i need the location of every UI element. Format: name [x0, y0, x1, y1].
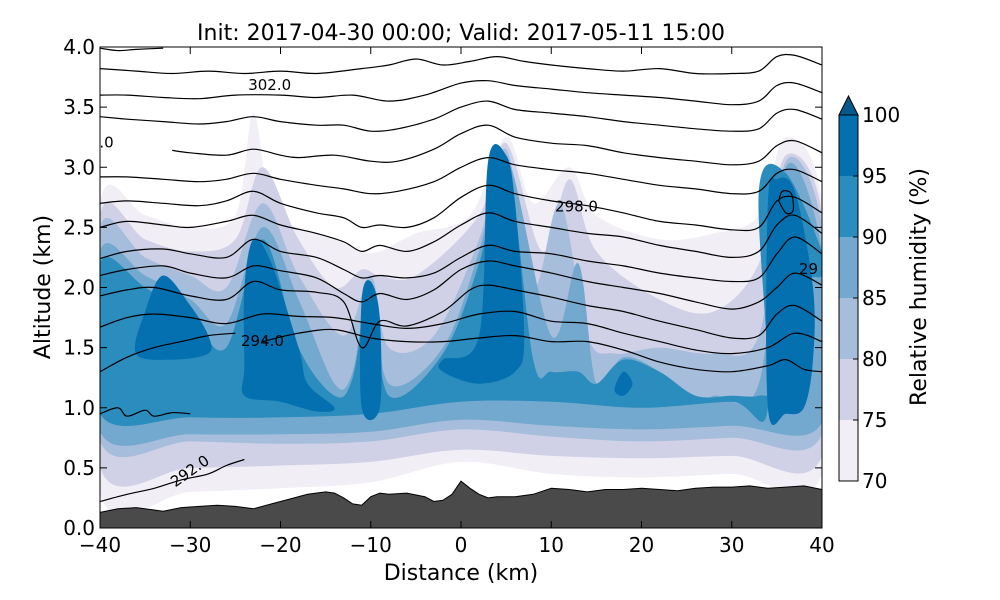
- x-tick-label: 0: [455, 533, 468, 557]
- y-axis-ticks: 0.0 0.5 1.0 1.5 2.0 2.5 3.0 3.5 4.0: [63, 35, 822, 540]
- colorbar-tick-label: 95: [862, 164, 887, 188]
- theta-contour-line: [100, 332, 236, 373]
- colorbar-tick-label: 80: [862, 347, 887, 371]
- colorbar-segment: [839, 359, 858, 420]
- theta-contour-line: [100, 260, 822, 310]
- chart-title: Init: 2017-04-30 00:00; Valid: 2017-05-1…: [197, 21, 725, 46]
- colorbar-segment: [839, 237, 858, 298]
- contour-label: 0.0: [90, 134, 114, 152]
- x-axis-ticks: −40 −30 −20 −10 0 10 20 30 40: [79, 47, 835, 557]
- colorbar-segment: [839, 298, 858, 359]
- theta-contour-line: [100, 53, 822, 75]
- colorbar-tick-label: 75: [862, 408, 887, 432]
- y-tick-label: 3.0: [63, 155, 95, 179]
- theta-contour-line: [100, 184, 822, 232]
- x-axis-label: Distance (km): [384, 561, 539, 586]
- colorbar-segment: [839, 115, 858, 176]
- y-tick-label: 1.0: [63, 396, 95, 420]
- y-axis-label: Altitude (km): [31, 215, 56, 359]
- y-tick-label: 2.5: [63, 215, 95, 239]
- terrain: [100, 480, 822, 528]
- x-tick-label: −30: [169, 533, 211, 557]
- theta-contour-line: [100, 47, 164, 52]
- colorbar-tick-label: 85: [862, 286, 887, 310]
- y-tick-label: 0.0: [63, 516, 95, 540]
- theta-contour-line: [100, 236, 822, 283]
- contour-label: 29: [799, 260, 818, 278]
- contour-label: 294.0: [241, 332, 284, 350]
- rh-region-95: [241, 238, 335, 412]
- theta-contour-line: [262, 328, 822, 373]
- x-tick-label: −40: [79, 533, 121, 557]
- colorbar: 70 75 80 85 90 95 100: [838, 94, 900, 493]
- theta-contour-line: [100, 458, 245, 503]
- y-tick-label: 0.5: [63, 456, 95, 480]
- y-tick-label: 3.5: [63, 95, 95, 119]
- theta-contour-line: [172, 124, 822, 166]
- y-tick-label: 4.0: [63, 35, 95, 59]
- humidity-fill-layer: [100, 113, 822, 516]
- rh-region-95: [614, 371, 633, 396]
- theta-contour-line: [100, 100, 822, 132]
- colorbar-label: Relative humidity (%): [907, 168, 932, 406]
- rh-region-95: [359, 280, 382, 421]
- theta-contour-line: [778, 190, 795, 215]
- x-tick-label: 30: [719, 533, 744, 557]
- colorbar-extend-arrow: [838, 94, 859, 116]
- colorbar-tick-label: 90: [862, 225, 887, 249]
- contour-label: 298.0: [555, 197, 598, 215]
- y-tick-label: 2.0: [63, 276, 95, 300]
- colorbar-tick-label: 70: [862, 469, 887, 493]
- contour-label: 302.0: [248, 76, 291, 94]
- y-tick-label: 1.5: [63, 336, 95, 360]
- x-tick-label: 40: [809, 533, 834, 557]
- theta-contour-line: [100, 407, 191, 417]
- terrain-layer: [100, 480, 822, 528]
- colorbar-segment: [839, 176, 858, 237]
- theta-contour-line: [100, 280, 822, 349]
- x-tick-label: −10: [350, 533, 392, 557]
- theta-contour-line: [100, 79, 822, 106]
- theta-contour-line: [100, 212, 822, 259]
- potential-temperature-contours: [100, 47, 822, 503]
- theta-contour-line: [100, 310, 822, 355]
- x-tick-label: −20: [259, 533, 301, 557]
- theta-contour-line: [100, 156, 822, 195]
- colorbar-segment: [839, 420, 858, 481]
- x-tick-label: 20: [629, 533, 654, 557]
- colorbar-tick-label: 100: [862, 103, 900, 127]
- x-tick-label: 10: [539, 533, 564, 557]
- rh-region-95: [438, 144, 525, 384]
